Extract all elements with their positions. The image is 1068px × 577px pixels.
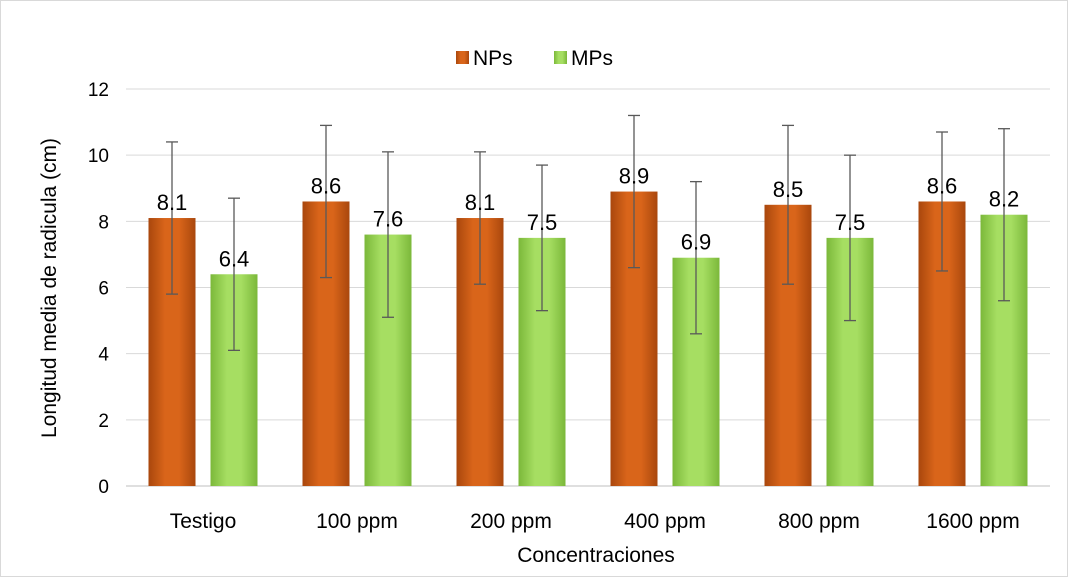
data-labels: 8.1 6.4 8.6 7.6 8.1 7.5 8.9 6.9 8.5 7.5 8.6 8.2 [157,164,1020,272]
y-tick-label: 8 [98,212,109,233]
legend-swatch-nps [456,51,469,64]
bars [148,191,1028,486]
y-tick-label: 0 [98,477,109,498]
y-tick-label: 12 [88,80,109,101]
data-label: 8.1 [157,190,188,215]
x-tick-label: 100 ppm [316,510,398,533]
data-label: 7.6 [373,207,404,232]
x-tick-label: 200 ppm [470,510,552,533]
data-label: 6.4 [219,246,250,271]
x-tick-label: 1600 ppm [926,510,1019,533]
legend: NPs MPs [456,47,613,70]
x-axis-title: Concentraciones [517,544,675,567]
data-label: 8.5 [773,177,804,202]
y-axis-ticks: 0 2 4 6 8 10 12 [88,80,110,498]
y-tick-label: 6 [98,279,109,300]
data-label: 6.9 [681,230,712,255]
x-axis-categories: Testigo 100 ppm 200 ppm 400 ppm 800 ppm 1600 … [170,510,1020,533]
x-tick-label: Testigo [170,510,237,533]
x-tick-label: 400 ppm [624,510,706,533]
legend-label-nps: NPs [473,47,513,70]
y-tick-label: 10 [88,146,109,167]
gridlines [126,88,1050,487]
data-label: 8.1 [465,190,496,215]
data-label: 8.6 [927,173,958,198]
y-tick-label: 2 [98,411,109,432]
legend-label-mps: MPs [571,47,613,70]
error-bars [166,114,1010,352]
data-label: 8.2 [989,187,1020,212]
data-label: 7.5 [835,210,866,235]
y-axis-title: Longitud media de radicula (cm) [38,138,61,438]
legend-swatch-mps [554,51,567,64]
data-label: 8.6 [311,173,342,198]
data-label: 7.5 [527,210,558,235]
data-label: 8.9 [619,164,650,189]
x-tick-label: 800 ppm [778,510,860,533]
y-tick-label: 4 [98,345,109,366]
